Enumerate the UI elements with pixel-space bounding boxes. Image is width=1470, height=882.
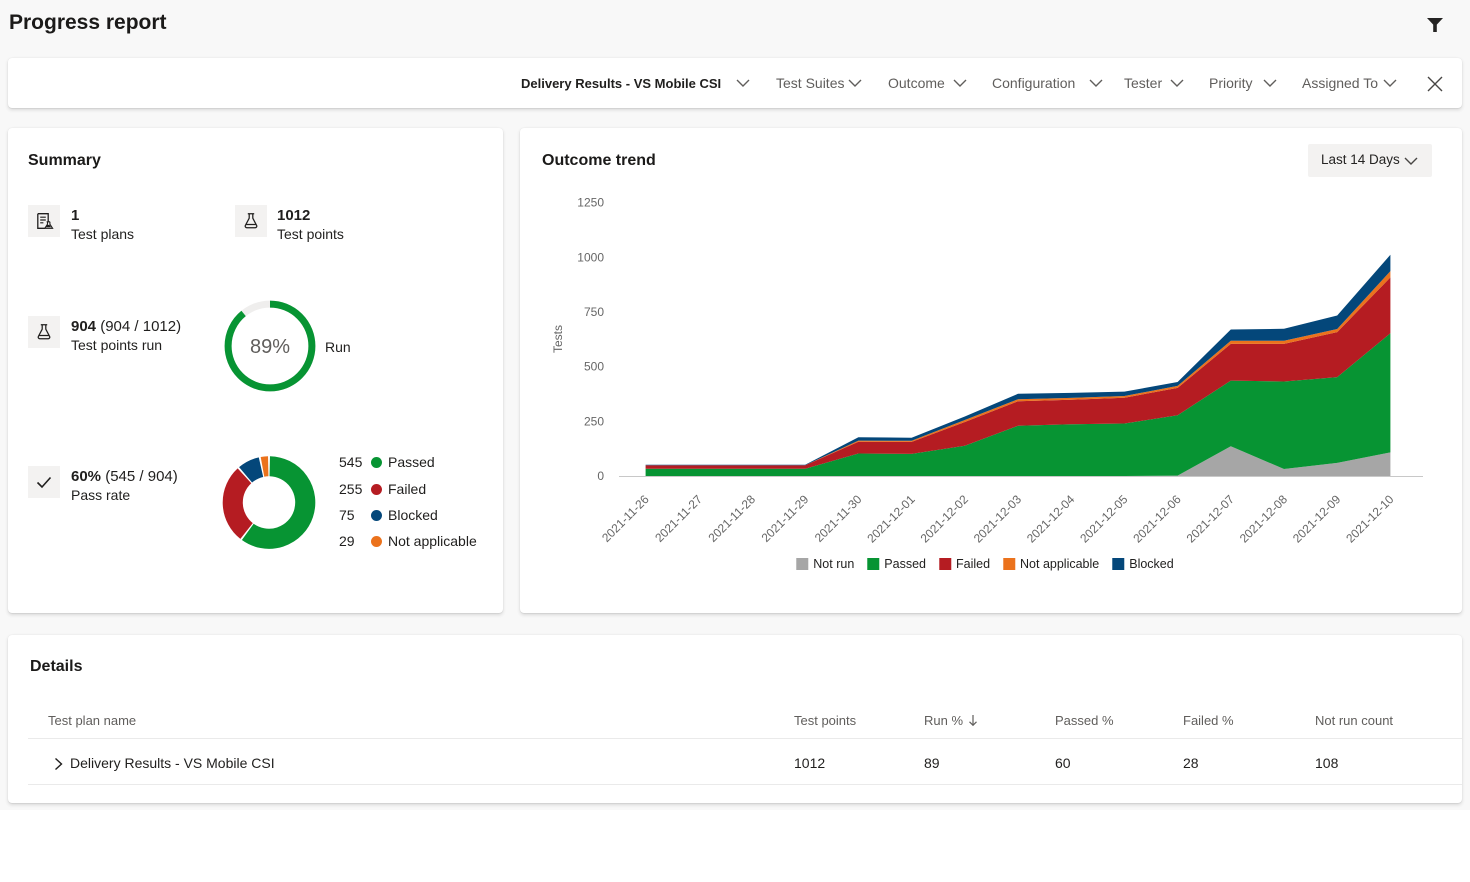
svg-text:2021-11-29: 2021-11-29 bbox=[759, 492, 812, 545]
svg-text:2021-12-05: 2021-12-05 bbox=[1077, 492, 1131, 546]
svg-text:2021-11-26: 2021-11-26 bbox=[599, 492, 652, 545]
svg-text:2021-12-06: 2021-12-06 bbox=[1130, 492, 1184, 546]
svg-text:2021-11-28: 2021-11-28 bbox=[705, 492, 758, 545]
svg-text:2021-12-08: 2021-12-08 bbox=[1237, 492, 1291, 546]
svg-text:2021-11-27: 2021-11-27 bbox=[652, 492, 705, 545]
svg-text:2021-12-04: 2021-12-04 bbox=[1024, 492, 1078, 546]
svg-text:2021-12-10: 2021-12-10 bbox=[1343, 492, 1397, 546]
svg-text:1250: 1250 bbox=[577, 196, 604, 210]
svg-text:Tests: Tests bbox=[551, 325, 565, 353]
svg-text:2021-11-30: 2021-11-30 bbox=[812, 492, 865, 545]
svg-text:750: 750 bbox=[584, 305, 604, 319]
svg-text:2021-12-01: 2021-12-01 bbox=[864, 492, 918, 546]
svg-text:2021-12-03: 2021-12-03 bbox=[971, 492, 1025, 546]
svg-text:1000: 1000 bbox=[577, 250, 604, 264]
svg-text:2021-12-09: 2021-12-09 bbox=[1290, 492, 1344, 546]
svg-text:2021-12-07: 2021-12-07 bbox=[1184, 492, 1238, 546]
svg-text:500: 500 bbox=[584, 360, 604, 374]
svg-text:2021-12-02: 2021-12-02 bbox=[918, 492, 972, 546]
svg-text:250: 250 bbox=[584, 414, 604, 428]
svg-text:0: 0 bbox=[597, 469, 604, 483]
